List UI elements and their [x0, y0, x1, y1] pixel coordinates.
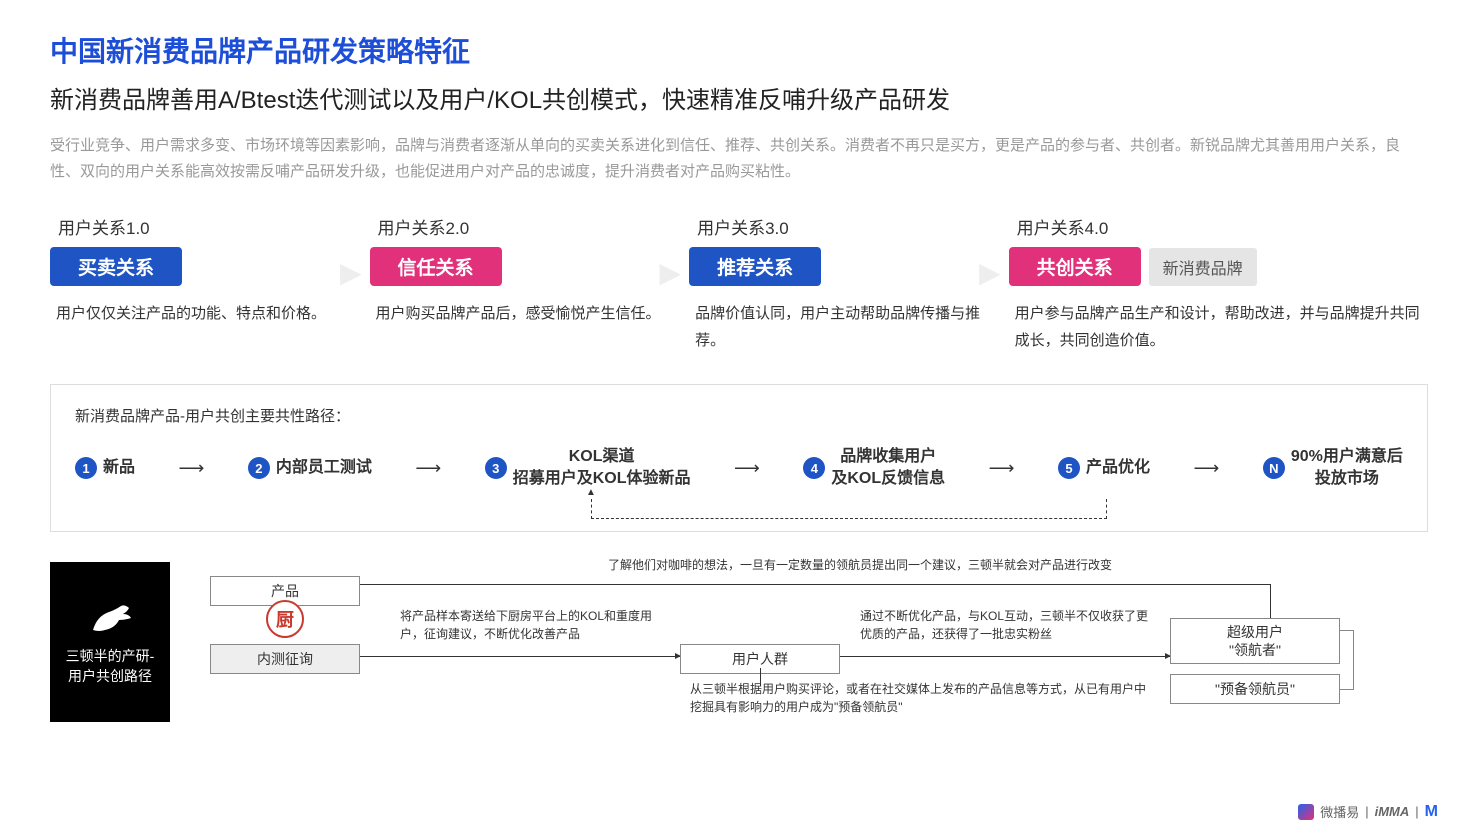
arrow-line — [360, 656, 680, 657]
arrow-line — [840, 656, 1170, 657]
stage-desc: 用户购买品牌产品后，感受愉悦产生信任。 — [370, 300, 670, 327]
flow-step-3: 3 KOL渠道招募用户及KOL体验新品 — [485, 446, 691, 491]
arrow-icon: ⟶ — [734, 458, 760, 479]
footer-logos: 微播易 | iMMA | M — [1298, 802, 1438, 821]
intro-paragraph: 受行业竞争、用户需求多变、市场环境等因素影响，品牌与消费者逐渐从单向的买卖关系进… — [50, 133, 1428, 184]
bird-icon — [85, 598, 135, 638]
flow-step-1: 1 新品 — [75, 457, 135, 479]
node-reserve: "预备领航员" — [1170, 674, 1340, 704]
step-number: N — [1263, 457, 1285, 479]
stage-2: 用户关系2.0 信任关系 用户购买品牌产品后，感受愉悦产生信任。 ▶ — [370, 214, 670, 327]
stage-3: 用户关系3.0 推荐关系 品牌价值认同，用户主动帮助品牌传播与推荐。 ▶ — [689, 214, 989, 354]
annotation-top: 了解他们对咖啡的想法，一旦有一定数量的领航员提出同一个建议，三顿半就会对产品进行… — [480, 556, 1240, 574]
stage-desc: 用户仅仅关注产品的功能、特点和价格。 — [50, 300, 350, 327]
arrow-icon: ⟶ — [415, 458, 441, 479]
case-study-box: 三顿半的产研-用户共创路径 了解他们对咖啡的想法，一旦有一定数量的领航员提出同一… — [50, 562, 1428, 722]
node-super-user: 超级用户"领航者" — [1170, 618, 1340, 664]
case-diagram: 了解他们对咖啡的想法，一旦有一定数量的领航员提出同一个建议，三顿半就会对产品进行… — [170, 562, 1428, 722]
stage-badge: 共创关系 — [1009, 247, 1141, 286]
case-brand-panel: 三顿半的产研-用户共创路径 — [50, 562, 170, 722]
arrow-icon: ▶ — [340, 256, 362, 289]
cocreation-flow-box: 新消费品牌产品-用户共创主要共性路径： 1 新品 ⟶ 2 内部员工测试 ⟶ 3 … — [50, 384, 1428, 532]
step-number: 5 — [1058, 457, 1080, 479]
step-label: 产品优化 — [1086, 457, 1150, 479]
step-label: 内部员工测试 — [276, 457, 372, 479]
arrow-icon: ⟶ — [1194, 458, 1220, 479]
step-number: 2 — [248, 457, 270, 479]
stage-level: 用户关系1.0 — [50, 214, 350, 239]
stage-level: 用户关系2.0 — [370, 214, 670, 239]
flowbox-title: 新消费品牌产品-用户共创主要共性路径： — [75, 405, 1403, 426]
stage-badge: 买卖关系 — [50, 247, 182, 286]
stage-extra-badge: 新消费品牌 — [1149, 248, 1257, 286]
stage-badge: 推荐关系 — [689, 247, 821, 286]
step-number: 1 — [75, 457, 97, 479]
connector-line — [760, 668, 761, 686]
footer-brand-1: 微播易 — [1320, 802, 1359, 821]
arrow-icon: ⟶ — [989, 458, 1015, 479]
flow-step-4: 4 品牌收集用户及KOL反馈信息 — [803, 446, 945, 491]
flow-step-n: N 90%用户满意后投放市场 — [1263, 446, 1403, 491]
arrow-icon: ▶ — [660, 256, 682, 289]
stage-4: 用户关系4.0 共创关系 新消费品牌 用户参与品牌产品生产和设计，帮助改进，并与… — [1009, 214, 1428, 354]
annotation-bottom: 从三顿半根据用户购买评论，或者在社交媒体上发布的产品信息等方式，从已有用户中挖掘… — [690, 680, 1150, 716]
step-label: 品牌收集用户及KOL反馈信息 — [831, 446, 945, 491]
arrow-icon: ⟶ — [179, 458, 205, 479]
step-number: 4 — [803, 457, 825, 479]
page-subtitle: 新消费品牌善用A/Btest迭代测试以及用户/KOL共创模式，快速精准反哺升级产… — [50, 80, 1428, 115]
stage-badge: 信任关系 — [370, 247, 502, 286]
stage-desc: 用户参与品牌产品生产和设计，帮助改进，并与品牌提升共同成长，共同创造价值。 — [1009, 300, 1428, 354]
feedback-loop-line — [591, 499, 1107, 519]
annotation-right: 通过不断优化产品，与KOL互动，三顿半不仅收获了更优质的产品，还获得了一批忠实粉… — [860, 607, 1150, 643]
node-internal: 内测征询 — [210, 644, 360, 674]
play-logo-icon — [1298, 804, 1314, 820]
step-number: 3 — [485, 457, 507, 479]
step-label: 90%用户满意后投放市场 — [1291, 446, 1403, 491]
step-label: KOL渠道招募用户及KOL体验新品 — [513, 446, 691, 491]
footer-brand-2: iMMA — [1375, 804, 1410, 819]
bracket-line — [1340, 630, 1354, 690]
return-arrow — [340, 584, 1270, 585]
arrow-icon: ▶ — [979, 256, 1001, 289]
footer-brand-3: M — [1425, 803, 1438, 821]
case-brand-label: 三顿半的产研-用户共创路径 — [60, 646, 160, 686]
chef-icon: 厨 — [266, 600, 304, 638]
step-label: 新品 — [103, 457, 135, 479]
stage-desc: 品牌价值认同，用户主动帮助品牌传播与推荐。 — [689, 300, 989, 354]
stage-1: 用户关系1.0 买卖关系 用户仅仅关注产品的功能、特点和价格。 ▶ — [50, 214, 350, 327]
stage-level: 用户关系3.0 — [689, 214, 989, 239]
annotation-left: 将产品样本寄送给下厨房平台上的KOL和重度用户，征询建议，不断优化改善产品 — [400, 607, 670, 643]
flow-step-5: 5 产品优化 — [1058, 457, 1150, 479]
flow-steps-row: 1 新品 ⟶ 2 内部员工测试 ⟶ 3 KOL渠道招募用户及KOL体验新品 ⟶ … — [75, 446, 1403, 491]
page-title: 中国新消费品牌产品研发策略特征 — [50, 30, 1428, 70]
flow-step-2: 2 内部员工测试 — [248, 457, 372, 479]
relationship-stages-row: 用户关系1.0 买卖关系 用户仅仅关注产品的功能、特点和价格。 ▶ 用户关系2.… — [50, 214, 1428, 354]
stage-level: 用户关系4.0 — [1009, 214, 1428, 239]
